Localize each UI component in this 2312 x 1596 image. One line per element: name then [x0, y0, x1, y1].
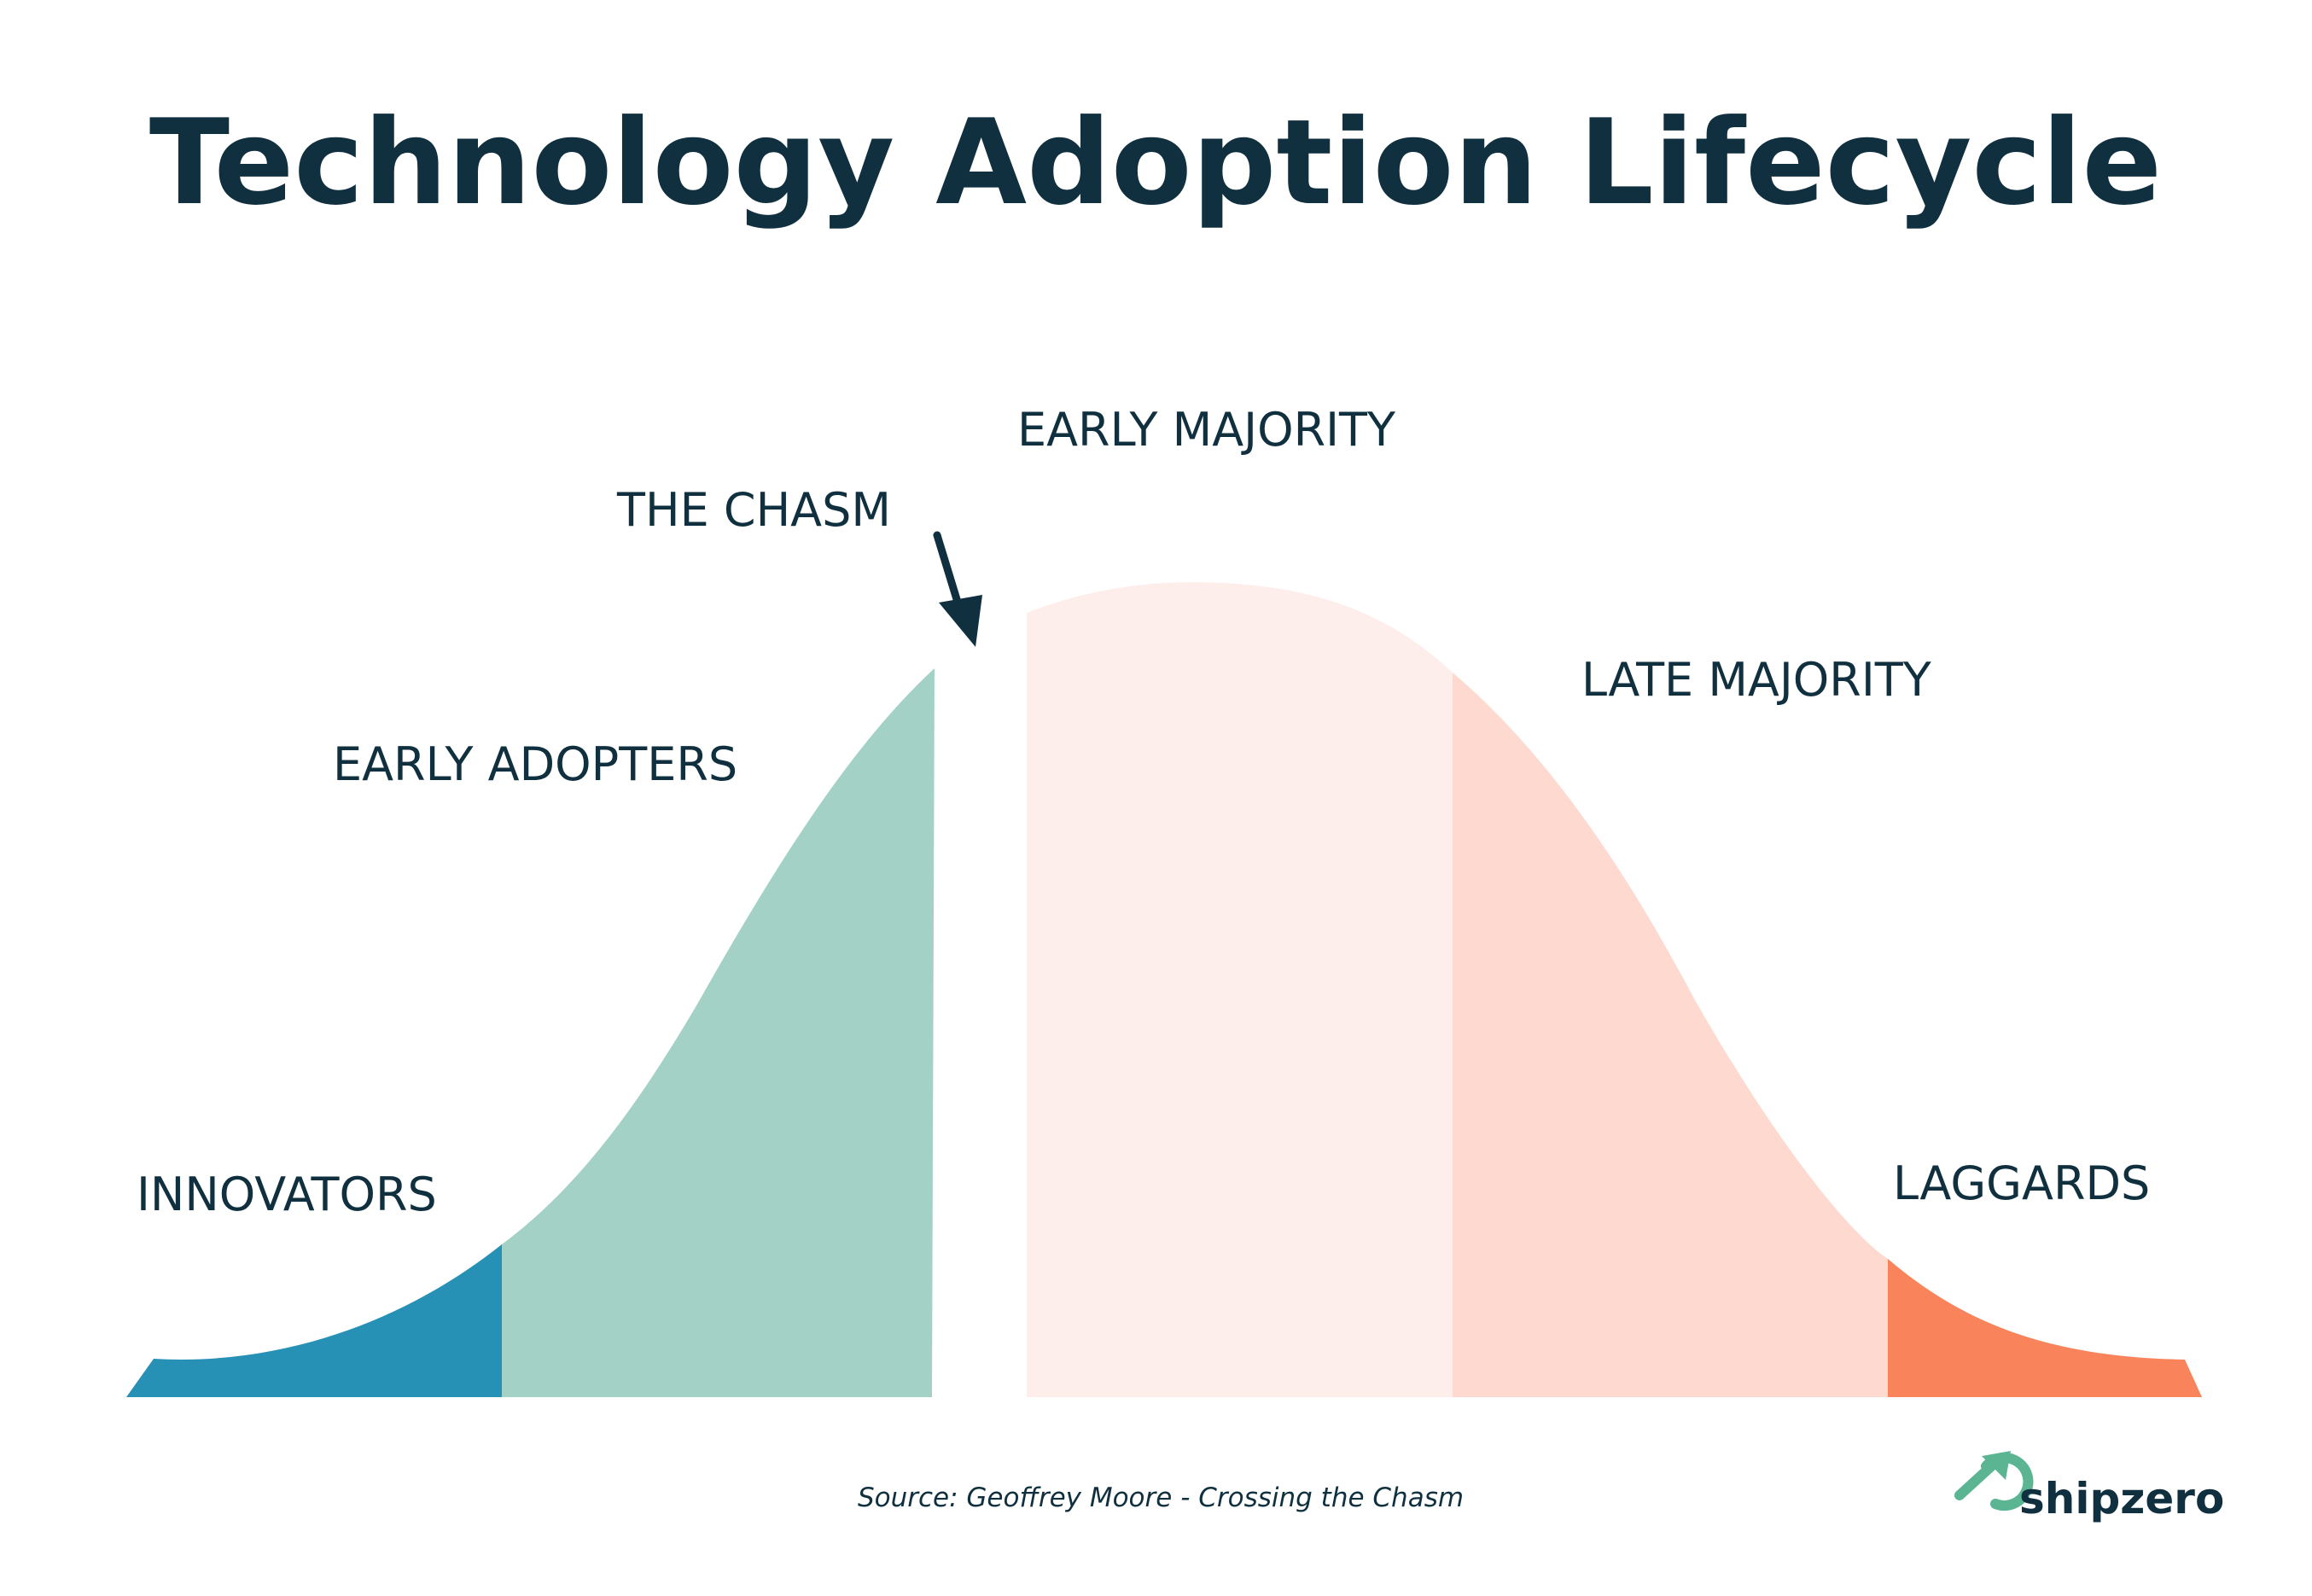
segment-laggards: [1888, 1259, 2202, 1397]
arrow-down-icon: [933, 531, 982, 647]
label-the-chasm: THE CHASM: [616, 483, 891, 537]
segment-early-adopters: [502, 668, 935, 1397]
shipzero-logo-icon: [1954, 1451, 2034, 1511]
source-caption: Source: Geoffrey Moore - Crossing the Ch…: [858, 1482, 1464, 1513]
segment-early-majority: [1027, 582, 1453, 1397]
segment-innovators: [126, 1244, 502, 1397]
label-laggards: LAGGARDS: [1893, 1156, 2150, 1210]
label-early-adopters: EARLY ADOPTERS: [333, 737, 737, 791]
bell-curve: [126, 582, 2202, 1397]
segment-late-majority: [1453, 673, 1888, 1397]
label-late-majority: LATE MAJORITY: [1581, 653, 1932, 707]
brand-name: shipzero: [2019, 1474, 2224, 1523]
label-early-majority: EARLY MAJORITY: [1017, 403, 1396, 457]
label-innovators: INNOVATORS: [137, 1168, 437, 1221]
page-title: Technology Adoption Lifecycle: [149, 94, 2162, 231]
